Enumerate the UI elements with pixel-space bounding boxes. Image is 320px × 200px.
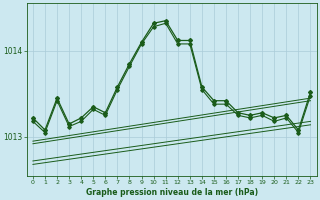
X-axis label: Graphe pression niveau de la mer (hPa): Graphe pression niveau de la mer (hPa) xyxy=(86,188,258,197)
